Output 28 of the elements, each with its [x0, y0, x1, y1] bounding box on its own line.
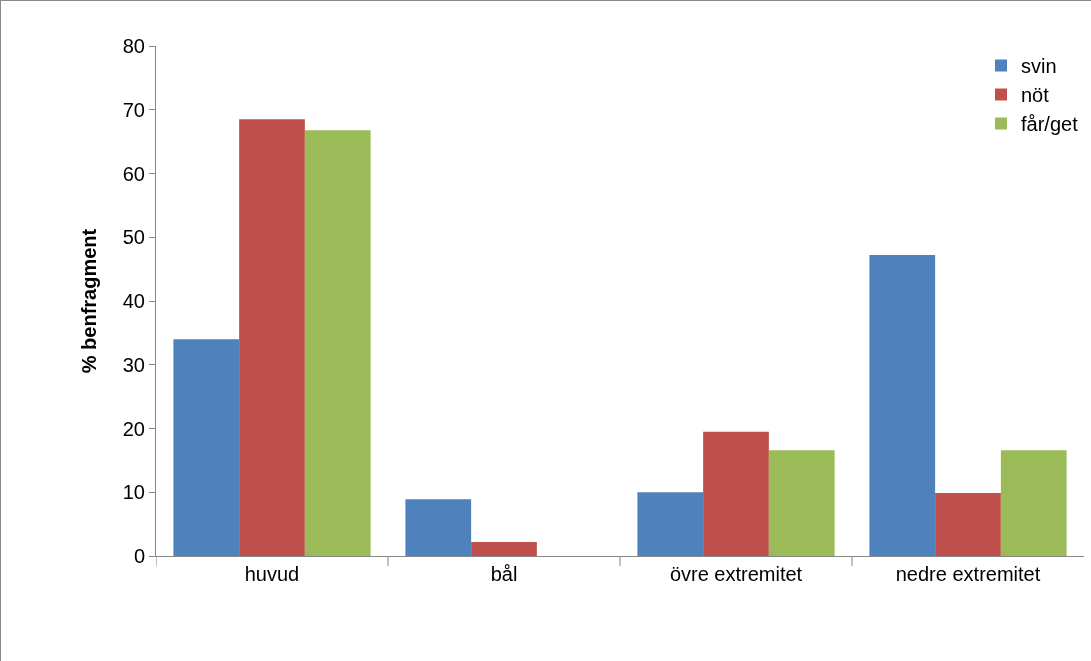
bar — [405, 499, 472, 556]
legend-label: nöt — [1021, 84, 1050, 107]
y-tick-label: 80 — [122, 35, 145, 57]
y-tick-label: 0 — [133, 545, 145, 567]
legend-label: får/get — [1021, 113, 1079, 136]
y-axis-title: % benfragment — [78, 228, 101, 374]
bar — [173, 339, 240, 556]
y-tick-label: 20 — [122, 417, 145, 440]
x-tick-label: huvud — [244, 563, 300, 585]
y-tick-label: 60 — [122, 162, 145, 185]
y-tick-label: 30 — [122, 353, 145, 376]
x-tick-label: bål — [490, 563, 518, 585]
bar — [471, 541, 537, 556]
bar — [869, 255, 936, 556]
y-tick-label: 40 — [122, 290, 145, 312]
y-tick-label: 70 — [122, 98, 145, 121]
legend-label: svin — [1021, 55, 1057, 78]
bar — [637, 492, 704, 556]
y-tick-label: 10 — [122, 481, 145, 504]
y-tick-label: 50 — [122, 226, 145, 249]
bar — [1000, 450, 1067, 556]
x-tick-label: övre extremitet — [669, 563, 803, 585]
bar — [304, 130, 371, 556]
bar — [703, 431, 769, 556]
bar — [768, 450, 835, 556]
bar — [239, 119, 305, 556]
bar — [935, 492, 1001, 556]
x-tick-label: nedre extremitet — [895, 563, 1041, 585]
